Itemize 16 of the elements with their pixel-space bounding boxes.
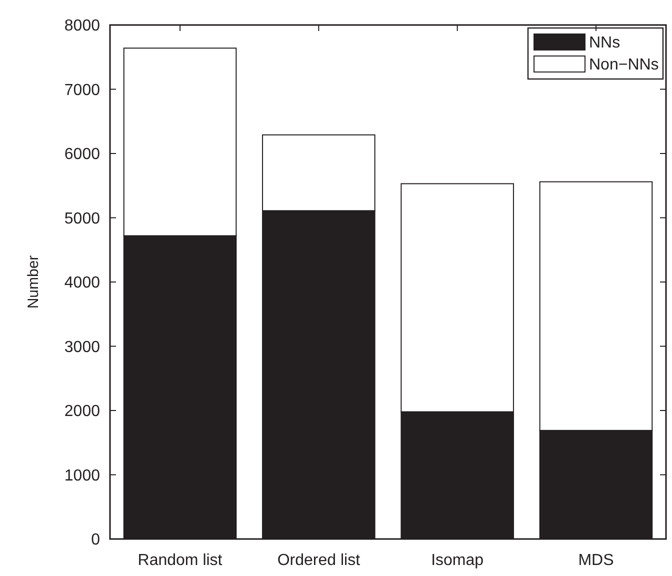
y-tick-label: 2000 (64, 403, 100, 420)
y-tick-label: 3000 (64, 338, 100, 356)
y-tick-label: 0 (91, 532, 100, 549)
y-tick-label: 5000 (64, 210, 100, 228)
y-tick-label: 1000 (64, 467, 100, 484)
x-tick-label: Isomap (431, 552, 484, 569)
y-tick-label: 6000 (64, 146, 100, 164)
x-tick-label: Random list (138, 552, 223, 569)
y-tick-label: 4000 (64, 274, 100, 292)
y-tick-label: 7000 (64, 82, 100, 99)
legend-label: Non−NNs (589, 56, 659, 74)
y-axis-title: Number (25, 255, 42, 309)
legend-label: NNs (589, 34, 620, 52)
x-tick-label: MDS (578, 552, 614, 569)
x-tick-label: Ordered list (277, 552, 361, 569)
y-tick-label: 8000 (64, 18, 100, 35)
